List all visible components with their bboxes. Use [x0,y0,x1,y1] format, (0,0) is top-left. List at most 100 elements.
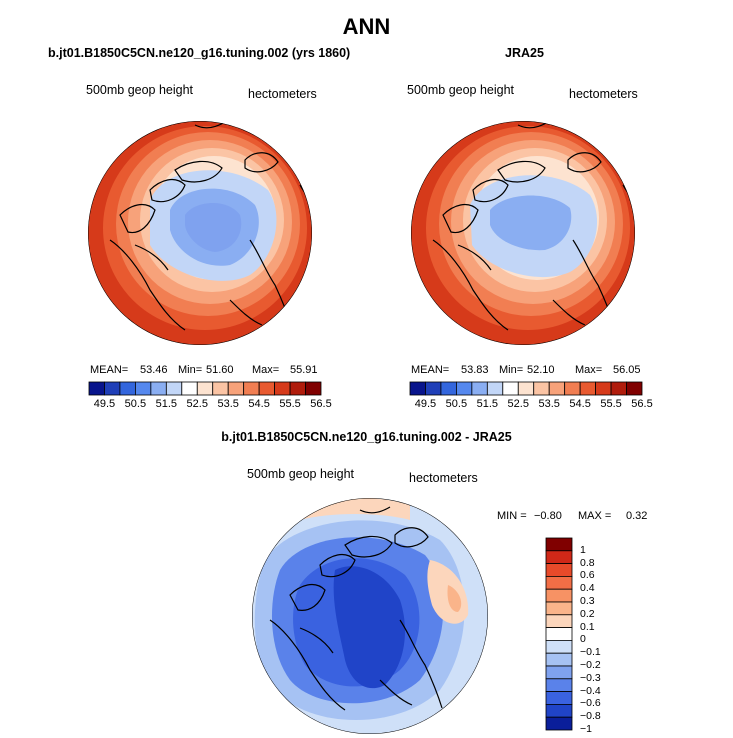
colorbar-diff-tick-label: 0.3 [580,595,595,607]
colorbar-diff-swatch [545,691,573,705]
colorbar-diff-swatch [545,550,573,564]
colorbar-diff-swatch [545,588,573,603]
colorbar-1-swatch [88,381,105,396]
colorbar-1-tick-label: 51.5 [155,398,178,410]
colorbar-panel-1 [88,381,322,396]
colorbar-2-swatch [564,381,581,396]
colorbar-1-swatch [150,381,167,396]
colorbar-diff-tick-label: 1 [580,543,586,556]
colorbar-2-tick-label: 51.5 [476,398,499,410]
colorbar-diff-tick-label: −0.4 [580,684,601,697]
colorbar-difference [545,537,573,731]
colorbar-diff-tick-label: −0.2 [580,659,601,671]
colorbar-diff-tick-label: −0.3 [580,671,601,684]
colorbar-2-swatch [595,381,612,396]
panel-2-max-value: 56.05 [613,364,641,376]
panel-1-title: b.jt01.B1850C5CN.ne120_g16.tuning.002 (y… [48,46,351,60]
colorbar-1-swatch [104,381,121,396]
panel-1-units: hectometers [248,87,317,101]
colorbar-2-tick-label: 53.5 [538,398,560,410]
colorbar-diff-swatch [545,614,573,628]
colorbar-2-swatch [440,381,457,396]
panel-1-variable: 500mb geop height [86,83,194,97]
panel-2-mean-value: 53.83 [461,364,489,376]
colorbar-2-swatch [579,381,597,396]
colorbar-1-swatch [227,381,245,396]
panel-2-max-label: Max= [575,364,603,376]
panel-1-max-value: 55.91 [290,364,318,376]
main-title: ANN [342,14,391,39]
colorbar-1-swatch [165,381,183,396]
colorbar-diff-tick-label: 0.4 [580,582,595,595]
colorbar-2-tick-label: 56.5 [631,398,653,410]
panel-1-min-label: Min= [178,364,203,376]
panel-1-mean-value: 53.46 [140,364,168,376]
panel-1-min-value: 51.60 [206,364,234,376]
colorbar-1-swatch [243,381,260,396]
panel-2-variable: 500mb geop height [407,83,515,97]
colorbar-diff-swatch [545,678,573,692]
colorbar-1-swatch [258,381,275,396]
colorbar-2-swatch [533,381,550,396]
colorbar-diff-swatch [545,665,573,680]
colorbar-diff-tick-label: −0.6 [580,697,601,710]
diff-min-label: MIN = [497,510,527,522]
colorbar-2-swatch [425,381,442,396]
colorbar-diff-swatch [545,652,573,667]
colorbar-diff-tick-label: 0.2 [580,607,595,620]
colorbar-diff-swatch [545,704,573,718]
diff-units: hectometers [409,471,478,485]
colorbar-1-swatch [274,381,291,396]
panel-1-max-label: Max= [252,364,280,376]
colorbar-diff-swatch [545,627,573,641]
colorbar-1-tick-label: 54.5 [248,398,270,410]
diff-max-value: 0.32 [626,510,648,522]
colorbar-2-swatch [626,381,643,396]
diff-title: b.jt01.B1850C5CN.ne120_g16.tuning.002 - … [221,430,512,444]
panel-2-min-label: Min= [499,364,524,376]
colorbar-1-swatch [134,381,152,396]
colorbar-2-swatch [610,381,627,396]
colorbar-diff-tick-label: −0.1 [580,646,601,659]
panel-2-units: hectometers [569,87,638,101]
colorbar-2-swatch [517,381,535,396]
colorbar-2-swatch [548,381,566,396]
colorbar-diff-tick-label: 0 [580,633,586,646]
colorbar-1-swatch [305,381,322,396]
colorbar-1-tick-label: 52.5 [186,398,208,410]
panel-1-mean-label: MEAN= [90,364,129,376]
colorbar-diff-tick-label: 0.8 [580,556,595,569]
panel-2-mean-label: MEAN= [411,364,450,376]
colorbar-diff-tick-label: 0.1 [580,620,595,633]
colorbar-2-swatch [502,381,519,396]
colorbar-2-tick-label: 55.5 [600,398,622,410]
colorbar-diff-swatch [545,576,573,590]
colorbar-2-tick-label: 52.5 [507,398,529,410]
colorbar-diff-swatch [545,601,573,616]
diff-max-label: MAX = [578,510,612,522]
colorbar-diff-swatch [545,640,573,654]
colorbar-diff-swatch [545,716,573,731]
colorbar-1-swatch [196,381,214,396]
colorbar-1-swatch [212,381,229,396]
colorbar-diff-tick-label: 0.6 [580,569,595,582]
colorbar-diff-tick-label: −0.8 [580,710,601,723]
colorbar-1-tick-label: 50.5 [124,398,147,410]
colorbar-2-tick-label: 50.5 [445,398,468,410]
colorbar-diff-tick-label: −1 [580,723,592,735]
colorbar-2-swatch [409,381,426,396]
colorbar-diff-swatch [545,537,573,552]
colorbar-2-swatch [455,381,473,396]
diff-min-value: −0.80 [534,510,562,522]
map-panel-2 [411,121,635,345]
colorbar-1-swatch [181,381,198,396]
map-panel-1 [88,121,312,345]
colorbar-1-tick-label: 53.5 [217,398,239,410]
panel-2-title: JRA25 [505,46,544,60]
colorbar-panel-2 [409,381,643,396]
colorbar-1-tick-label: 55.5 [279,398,301,410]
colorbar-2-tick-label: 54.5 [569,398,591,410]
colorbar-1-swatch [119,381,136,396]
colorbar-1-tick-label: 49.5 [93,398,116,410]
